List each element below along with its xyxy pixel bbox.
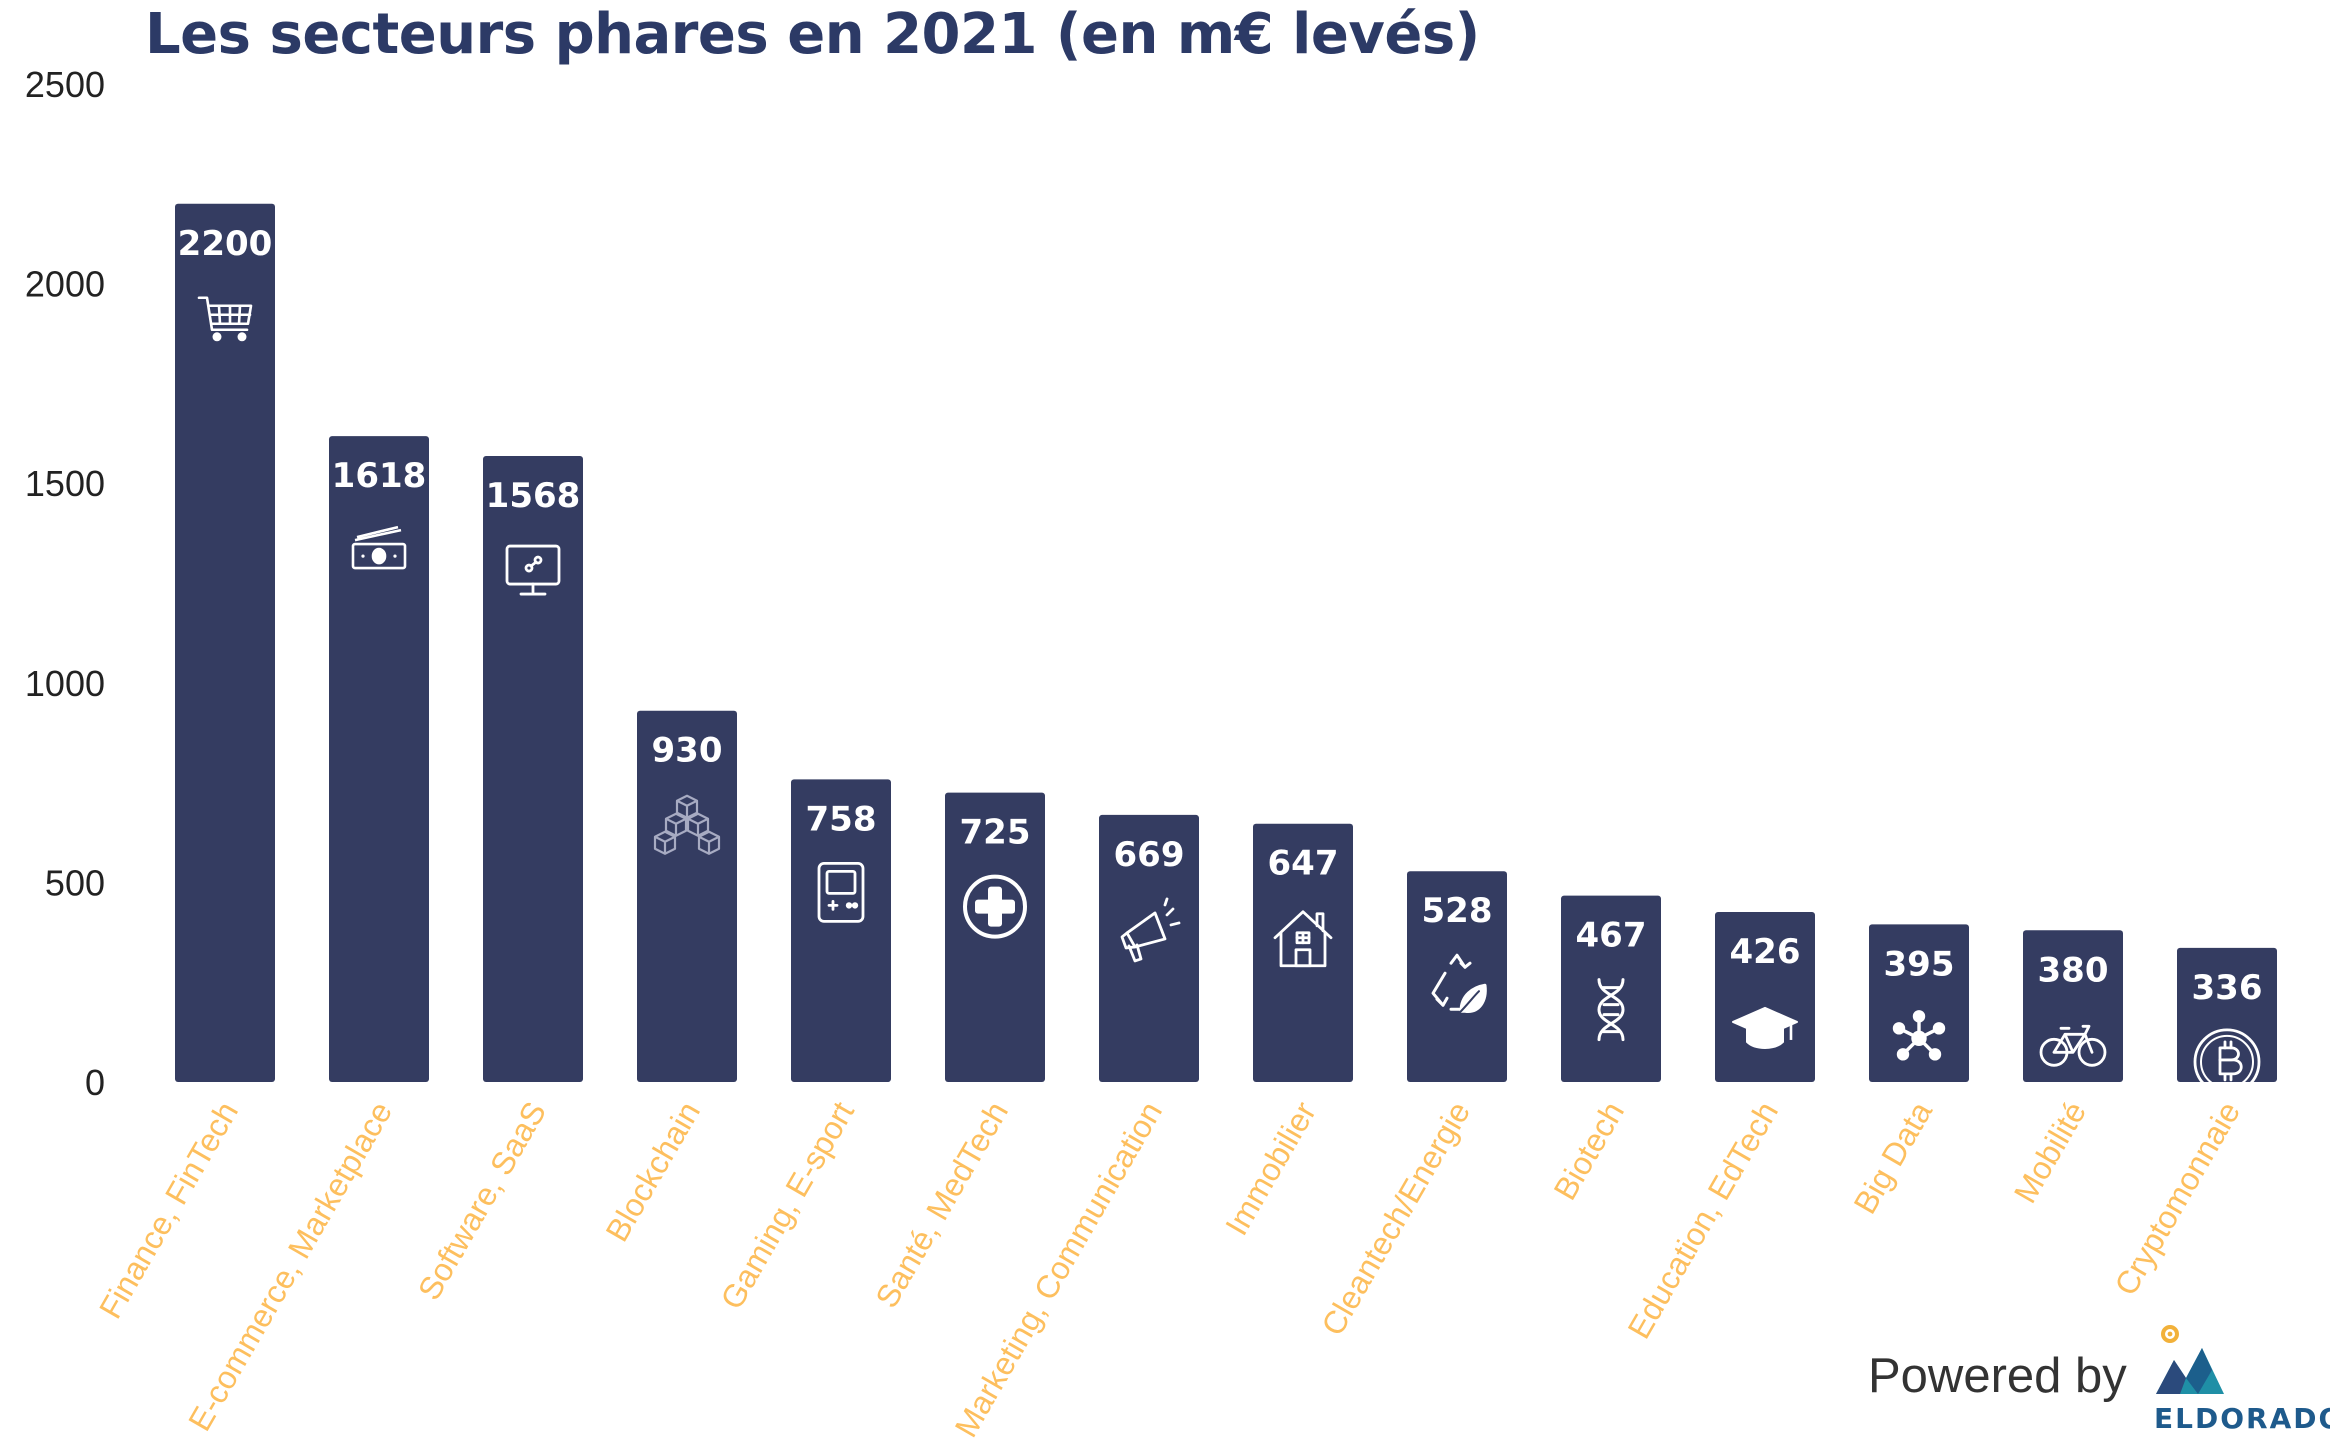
x-tick-label: Software, SaaS <box>411 1096 553 1307</box>
y-tick-label: 1500 <box>25 463 105 504</box>
bar <box>329 436 429 1083</box>
y-tick-label: 1000 <box>25 663 105 704</box>
eldorado-logo-icon <box>2156 1325 2224 1394</box>
bars: 2200 1618 1568 930 758 725 669 647 528 467 426 395 3… <box>175 203 2277 1096</box>
bar <box>2023 930 2123 1082</box>
bar <box>791 779 891 1082</box>
bar <box>175 203 275 1082</box>
x-tick-label: Education, EdTech <box>1620 1096 1785 1345</box>
bar-value-label: 758 <box>806 799 877 839</box>
bar-value-label: 1618 <box>332 456 427 496</box>
x-tick-label: Gaming, E-sport <box>713 1095 861 1315</box>
y-tick-label: 0 <box>85 1062 105 1103</box>
bar-value-label: 426 <box>1730 932 1801 972</box>
bar <box>1099 814 1199 1082</box>
x-tick-label: Biotech <box>1547 1096 1632 1206</box>
bar-value-label: 647 <box>1268 844 1339 884</box>
powered-by-label: Powered by <box>1868 1349 2127 1403</box>
y-tick-label: 2500 <box>25 64 105 105</box>
x-tick-label: Finance, FinTech <box>92 1096 245 1325</box>
bar <box>637 710 737 1082</box>
bar-value-label: 669 <box>1114 835 1185 875</box>
x-tick-label: Blockchain <box>599 1096 708 1248</box>
bar-value-label: 930 <box>652 731 723 771</box>
x-tick-label: Immobilier <box>1218 1095 1323 1241</box>
bar <box>2177 947 2277 1082</box>
x-tick-label: Cleantech/Energie <box>1314 1096 1477 1342</box>
bar-value-label: 2200 <box>178 224 273 264</box>
bar <box>1407 871 1507 1082</box>
bar-value-label: 528 <box>1422 891 1493 931</box>
y-tick-label: 500 <box>45 862 105 903</box>
x-tick-label: Big Data <box>1847 1095 1940 1219</box>
bar-value-label: 380 <box>2038 950 2109 990</box>
bar-value-label: 1568 <box>486 476 581 516</box>
y-tick-label: 2000 <box>25 264 105 305</box>
bar-value-label: 467 <box>1576 916 1647 956</box>
x-tick-label: Santé, MedTech <box>868 1096 1015 1314</box>
eldorado-logo-text: ELDORADO <box>2154 1402 2330 1435</box>
y-axis: 0 500 1000 1500 2000 2500 <box>25 64 105 1103</box>
bar-value-label: 336 <box>2192 968 2263 1008</box>
x-tick-label: Mobilité <box>2007 1096 2093 1209</box>
bar-value-label: 395 <box>1884 944 1955 984</box>
bar <box>483 456 583 1082</box>
chart-title: Les secteurs phares en 2021 (en m€ levés… <box>145 2 1480 67</box>
bar <box>1869 924 1969 1082</box>
bar <box>1253 823 1353 1082</box>
bar-value-label: 725 <box>960 813 1031 853</box>
x-tick-label: Cryptomonnaie <box>2107 1096 2247 1302</box>
